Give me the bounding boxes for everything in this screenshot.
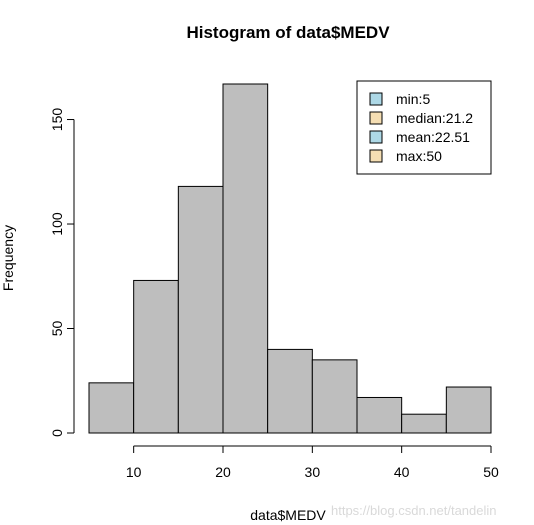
legend-label-2: median:21.2 [396, 110, 473, 126]
x-tick-label-50: 50 [483, 464, 499, 480]
histogram-bar-1 [88, 382, 135, 434]
legend-label-4: max:50 [396, 148, 442, 164]
x-tick-label-20: 20 [215, 464, 231, 480]
histogram-bar-2 [133, 279, 179, 434]
legend-label-3: mean:22.51 [396, 129, 470, 145]
legend-swatch-2 [369, 111, 383, 125]
watermark-text: https://blog.csdn.net/tandelin [331, 503, 497, 518]
histogram-bar-6 [311, 359, 358, 434]
legend-label-1: min:5 [396, 91, 430, 107]
y-axis: 0 50 100 150 [49, 108, 75, 437]
histogram-bar-9 [445, 386, 492, 434]
y-tick-label-0: 0 [49, 429, 65, 437]
legend-swatch-3 [369, 130, 383, 144]
y-tick-label-100: 100 [49, 212, 65, 236]
histogram-bar-5 [267, 348, 313, 434]
y-tick-label-50: 50 [49, 321, 65, 337]
histogram-bar-7 [356, 396, 403, 434]
histogram-bar-8 [401, 413, 447, 434]
x-tick-label-30: 30 [305, 464, 321, 480]
x-tick-label-10: 10 [126, 464, 142, 480]
legend-swatch-4 [369, 149, 383, 163]
x-axis-label: data$MEDV [250, 507, 326, 523]
y-tick-label-150: 150 [49, 108, 65, 132]
chart-title: Histogram of data$MEDV [186, 23, 390, 42]
legend-swatch-1 [369, 92, 383, 106]
bars-group [88, 83, 492, 434]
y-axis-label: Frequency [0, 225, 16, 291]
x-tick-label-40: 40 [394, 464, 410, 480]
legend: min:5 median:21.2 mean:22.51 max:50 [356, 80, 492, 175]
x-axis: 10 20 30 40 50 [126, 445, 499, 480]
histogram-bar-3 [177, 185, 224, 434]
histogram-bar-4 [222, 83, 269, 434]
